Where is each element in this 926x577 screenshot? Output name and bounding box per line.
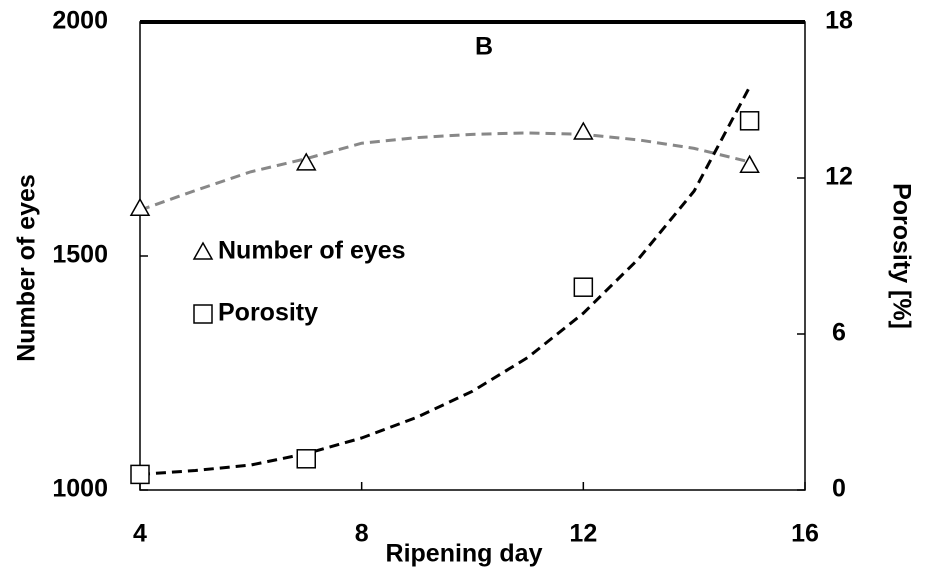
y2-axis-label: Porosity [%] (887, 183, 915, 329)
square-marker (130, 464, 150, 485)
y2-tick-label: 18 (825, 7, 853, 35)
triangle-marker (573, 121, 594, 140)
square-marker (193, 304, 213, 324)
y2-tick-label: 6 (832, 319, 846, 347)
legend-label: Number of eyes (218, 237, 406, 265)
y-axis-label: Number of eyes (13, 174, 41, 362)
trend-line (139, 86, 751, 476)
triangle-marker (129, 197, 151, 217)
triangle-marker (295, 152, 317, 171)
y-tick-label: 1000 (52, 475, 108, 503)
square-marker (573, 277, 594, 297)
y-tick-label: 1500 (52, 241, 108, 269)
y2-tick-label: 0 (832, 475, 846, 503)
triangle-marker (192, 241, 214, 260)
trend-line (139, 131, 750, 212)
x-tick-label: 16 (791, 520, 819, 548)
square-marker (739, 111, 760, 131)
square-marker (296, 449, 316, 469)
y2-tick-label: 12 (825, 163, 853, 191)
x-tick-label: 12 (569, 520, 597, 548)
x-tick-label: 4 (133, 520, 147, 548)
x-tick-label: 8 (355, 520, 369, 548)
triangle-marker (739, 154, 760, 173)
y-tick-label: 2000 (52, 7, 108, 35)
chart-title: B (475, 33, 493, 61)
legend-label: Porosity (218, 299, 318, 327)
x-axis-label: Ripening day (386, 540, 543, 568)
